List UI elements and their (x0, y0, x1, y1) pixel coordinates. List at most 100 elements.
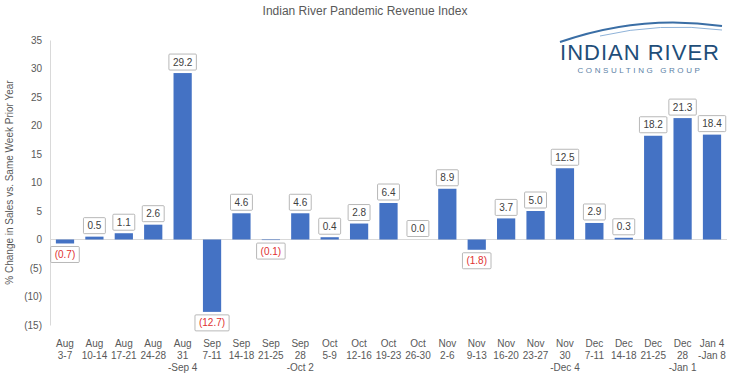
x-tick: Sep28-Oct 2 (287, 325, 315, 373)
x-tick-label-line: 19-23 (376, 350, 402, 361)
data-label-group: 4.6 (289, 194, 311, 210)
data-label-box (257, 243, 286, 259)
data-label-box (195, 315, 229, 331)
bar (644, 136, 662, 240)
x-tick-label: Nov23-27 (523, 338, 549, 361)
data-label-box (669, 99, 696, 115)
y-tick: 15 (31, 149, 50, 160)
x-tick: Oct12-16 (346, 325, 372, 361)
x-tick-label-line: 21-25 (640, 350, 666, 361)
x-tick-label-line: 17-21 (111, 350, 137, 361)
data-label: 6.4 (382, 187, 396, 198)
y-tick-label: 0 (36, 234, 42, 245)
y-tick: 25 (31, 92, 50, 103)
y-axis-title: % Change in Sales vs. Same Week Prior Ye… (4, 80, 15, 285)
data-label-group: 0.0 (407, 221, 429, 237)
bar (291, 213, 309, 239)
x-tick-label-line: Oct (322, 338, 338, 349)
x-tick-label: Oct26-30 (405, 338, 431, 361)
x-tick-label: Aug24-28 (140, 338, 166, 361)
data-label: 0.3 (617, 221, 631, 232)
x-tick-label-line: 30 (559, 350, 571, 361)
y-tick: 0 (36, 234, 50, 245)
data-label-box (289, 194, 311, 210)
data-label: 29.2 (173, 57, 193, 68)
y-tick-label: 25 (31, 92, 43, 103)
x-tick-label: Oct5-9 (322, 338, 338, 361)
y-tick: 30 (31, 63, 50, 74)
y-tick-label: 5 (36, 206, 42, 217)
y-tick-label: (15) (24, 320, 42, 331)
y-tick: 20 (31, 120, 50, 131)
x-tick-label-line: Nov (468, 338, 486, 349)
x-tick-label: Dec14-18 (611, 338, 637, 361)
data-label-group: 8.9 (436, 170, 458, 186)
x-tick-label-line: 5-9 (322, 350, 337, 361)
data-label: 2.8 (352, 207, 366, 218)
bar (115, 233, 133, 239)
x-tick: Sep14-18 (229, 325, 255, 361)
x-tick-label-line: Aug (174, 338, 192, 349)
data-label-group: (12.7) (195, 315, 229, 331)
data-label-group: 21.3 (669, 99, 696, 115)
data-label: 0.4 (323, 221, 337, 232)
data-label-group: 0.4 (319, 218, 341, 234)
x-tick-label-line: -Dec 4 (550, 362, 580, 373)
x-tick: Dec28-Jan 1 (669, 325, 697, 373)
bar (438, 189, 456, 240)
bar (585, 223, 603, 240)
x-tick-label: Oct12-16 (346, 338, 372, 361)
y-tick-label: 10 (31, 177, 43, 188)
x-axis: Aug3-7Aug10-14Aug17-21Aug24-28Aug31-Sep … (51, 325, 728, 373)
y-tick: 10 (31, 177, 50, 188)
data-label-box (407, 221, 429, 237)
data-label-box (113, 214, 135, 230)
data-label-group: 6.4 (378, 184, 400, 200)
x-tick-label-line: 28 (295, 350, 307, 361)
x-tick-label: Aug31-Sep 4 (168, 338, 198, 373)
x-tick-label-line: Aug (86, 338, 104, 349)
x-tick-label: Jan 4-Jan 8 (698, 338, 726, 361)
y-tick: 5 (36, 206, 50, 217)
logo: INDIAN RIVERCONSULTING GROUP (560, 22, 722, 75)
x-tick-label: Aug10-14 (82, 338, 108, 361)
y-axis: (15)(10)(5)05101520253035 (24, 35, 50, 331)
data-label-box (462, 253, 491, 269)
x-tick-label-line: Nov (527, 338, 545, 349)
x-tick-label-line: 23-27 (523, 350, 549, 361)
bar (497, 218, 515, 239)
bar (556, 168, 574, 239)
x-tick-label-line: -Oct 2 (287, 362, 315, 373)
data-label: (0.7) (55, 249, 76, 260)
bar (379, 203, 397, 239)
x-tick: Oct19-23 (376, 325, 402, 361)
y-tick-label: 30 (31, 63, 43, 74)
x-tick-label: Oct19-23 (376, 338, 402, 361)
data-label-box (436, 170, 458, 186)
x-tick-label-line: 12-16 (346, 350, 372, 361)
bar (673, 118, 691, 239)
data-label: 8.9 (440, 172, 454, 183)
x-tick-label-line: Aug (56, 338, 74, 349)
x-tick: Dec7-11 (585, 325, 605, 361)
data-label-box (319, 218, 341, 234)
x-tick-label: Dec21-25 (640, 338, 666, 361)
data-label-group: 3.7 (495, 199, 517, 215)
x-tick-label: Sep21-25 (258, 338, 284, 361)
x-tick-label-line: -Jan 8 (698, 350, 726, 361)
data-label-group: (0.7) (51, 246, 80, 262)
x-tick-label-line: 3-7 (58, 350, 73, 361)
x-tick-label-line: 24-28 (140, 350, 166, 361)
x-tick: Aug10-14 (82, 325, 108, 361)
logo-title: INDIAN RIVER (560, 40, 720, 65)
title: Indian River Pandemic Revenue Index (263, 4, 468, 18)
x-tick: Dec21-25 (640, 325, 666, 361)
bar (526, 211, 544, 240)
y-tick: (5) (30, 263, 50, 274)
y-tick: (10) (24, 291, 50, 302)
x-tick: Sep21-25 (258, 325, 284, 361)
data-label-box (525, 192, 547, 208)
logo-arc (600, 27, 722, 36)
data-label: 0.5 (87, 220, 101, 231)
data-labels: (0.7)0.51.12.629.2(12.7)4.6(0.1)4.60.42.… (51, 54, 726, 331)
